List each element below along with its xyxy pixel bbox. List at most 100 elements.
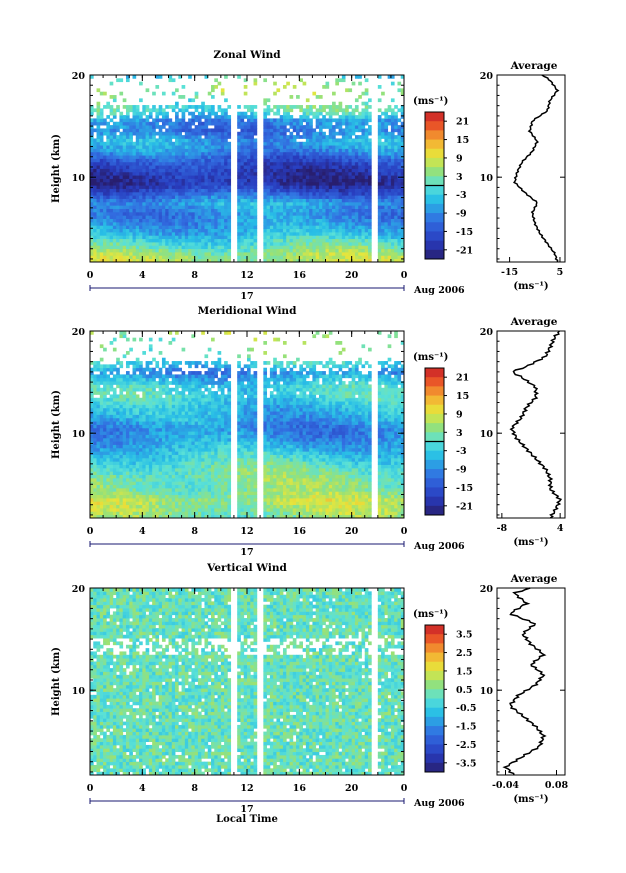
zonal-cell: [158, 158, 163, 163]
zonal-xtick-label: 16: [293, 270, 307, 281]
zonal-cell: [158, 181, 163, 186]
zonal-cell: [90, 201, 94, 206]
zonal-cell: [211, 108, 215, 113]
zonal-cell: [191, 228, 196, 233]
meridional-cell: [165, 494, 169, 499]
zonal-cell: [96, 175, 101, 179]
zonal-cell: [129, 231, 133, 236]
zonal-cell: [148, 208, 153, 213]
zonal-cell: [335, 148, 339, 153]
zonal-cell: [211, 198, 215, 203]
zonal-cell: [397, 195, 402, 199]
zonal-cell: [335, 131, 339, 136]
zonal-cell: [184, 215, 189, 219]
zonal-cell: [93, 195, 97, 199]
zonal-cell: [132, 148, 137, 153]
zonal-cell: [109, 138, 114, 143]
zonal-cell: [112, 211, 117, 216]
zonal-cell: [351, 195, 356, 199]
zonal-cell: [318, 141, 323, 146]
zonal-cell: [292, 118, 297, 123]
zonal-cell: [125, 218, 130, 223]
zonal-cell: [99, 128, 104, 133]
zonal-cell: [207, 178, 212, 183]
zonal-cell: [175, 141, 179, 146]
zonal-cell: [381, 198, 385, 203]
zonal-cell: [286, 195, 290, 199]
meridional-cell: [351, 507, 356, 512]
meridional-cell: [204, 494, 209, 499]
zonal-cell: [338, 178, 343, 183]
zonal-cell: [296, 185, 300, 189]
zonal-cell: [93, 138, 97, 143]
zonal-cell: [269, 131, 274, 136]
zonal-cell: [394, 208, 398, 213]
zonal-cell: [220, 158, 225, 163]
zonal-cell: [351, 245, 356, 250]
meridional-cell: [103, 494, 107, 499]
zonal-cell: [129, 135, 133, 139]
zonal-cell: [184, 161, 189, 166]
zonal-cell: [364, 228, 369, 233]
zonal-cell: [358, 125, 362, 129]
zonal-cell: [273, 111, 277, 116]
zonal-cell: [279, 218, 284, 223]
meridional-cell: [348, 507, 353, 512]
meridional-cell: [305, 497, 310, 502]
meridional-cell: [368, 501, 372, 506]
zonal-cell: [178, 141, 182, 146]
zonal-cell: [368, 181, 372, 186]
zonal-cell: [148, 148, 153, 153]
zonal-cell: [220, 191, 225, 196]
zonal-cell: [351, 165, 356, 169]
meridional-cell: [296, 511, 300, 516]
zonal-cell: [237, 121, 241, 126]
zonal-cell: [358, 111, 362, 116]
zonal-cell: [390, 145, 395, 149]
zonal-cell: [145, 201, 150, 206]
zonal-cell: [165, 221, 169, 226]
zonal-cell: [286, 181, 290, 186]
zonal-cell: [152, 245, 156, 250]
zonal-cell: [93, 245, 97, 250]
meridional-cell: [93, 514, 97, 519]
zonal-cell: [145, 108, 150, 113]
zonal-cell: [158, 105, 163, 109]
zonal-cell: [132, 178, 137, 183]
meridional-cell: [96, 501, 101, 506]
zonal-cell: [220, 185, 225, 189]
zonal-cell: [197, 258, 202, 263]
meridional-cell: [132, 494, 137, 499]
zonal-cell: [211, 155, 215, 159]
zonal-cell: [289, 245, 294, 250]
zonal-cell: [155, 151, 160, 156]
zonal-cell: [139, 241, 143, 246]
zonal-cell: [348, 148, 353, 153]
zonal-cell: [364, 151, 369, 156]
zonal-cell: [381, 221, 385, 226]
zonal-cell: [361, 165, 366, 169]
zonal-cell: [341, 181, 346, 186]
zonal-cell: [155, 258, 160, 263]
zonal-cell: [152, 161, 156, 166]
meridional-cell: [178, 514, 182, 519]
meridional-cell: [250, 511, 254, 516]
zonal-cell: [279, 198, 284, 203]
zonal-cell: [171, 151, 176, 156]
zonal-cell: [152, 91, 156, 96]
zonal-cell: [132, 161, 137, 166]
zonal-cell: [178, 238, 182, 243]
zonal-cell: [158, 148, 163, 153]
zonal-cell: [394, 168, 398, 173]
zonal-cell: [368, 195, 372, 199]
zonal-cell: [214, 178, 218, 183]
zonal-cell: [377, 128, 382, 133]
zonal-cell: [354, 208, 359, 213]
meridional-cell: [286, 507, 290, 512]
zonal-cell: [377, 201, 382, 206]
zonal-cell: [335, 81, 339, 86]
zonal-cell: [181, 238, 186, 243]
meridional-cell: [178, 501, 182, 506]
zonal-cell: [175, 201, 179, 206]
zonal-cell: [155, 238, 160, 243]
